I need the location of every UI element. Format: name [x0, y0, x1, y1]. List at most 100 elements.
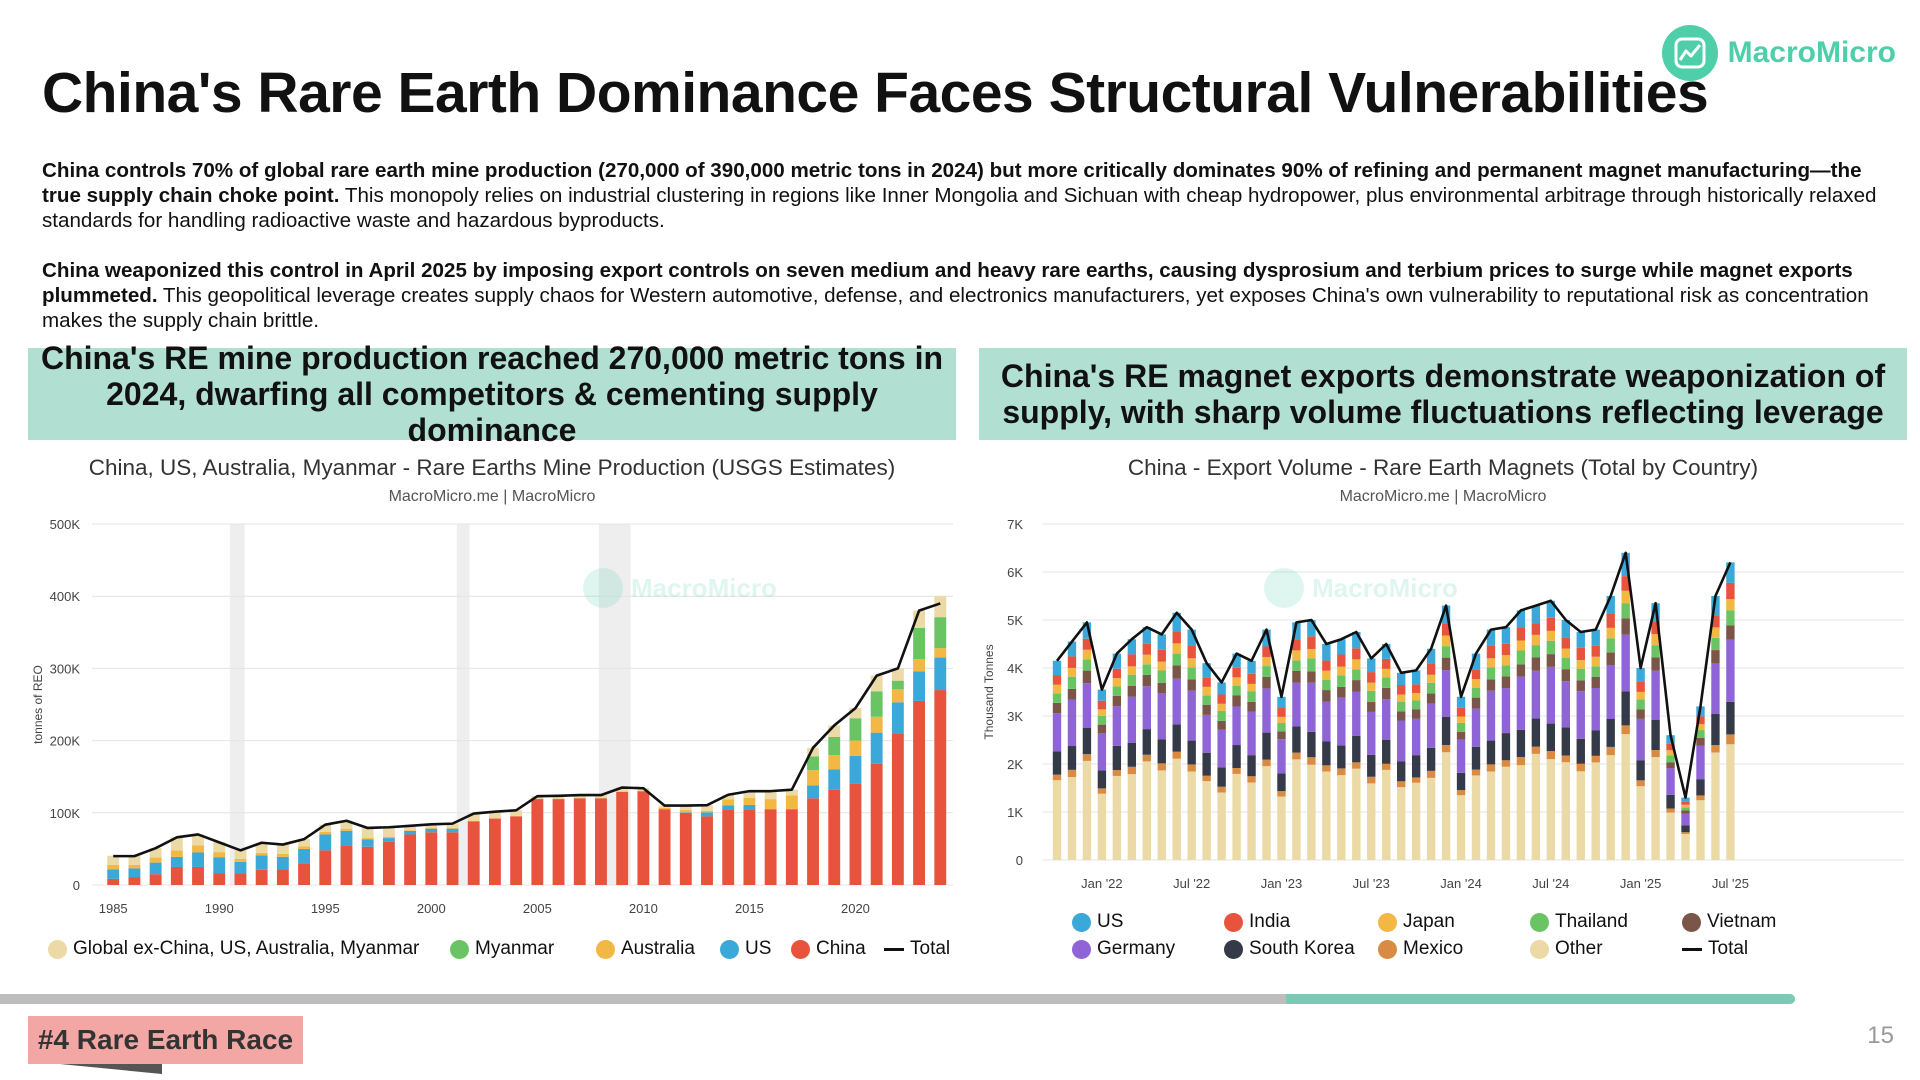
bar-segment: [1187, 771, 1196, 860]
bar-segment: [1352, 669, 1361, 681]
bar-segment: [1666, 794, 1675, 809]
bar-segment: [1426, 693, 1436, 704]
left-chart-subtitle: MacroMicro.me | MacroMicro: [388, 488, 596, 505]
legend-item[interactable]: US: [720, 938, 771, 960]
bar-segment: [1486, 740, 1496, 765]
bar-segment: [1666, 755, 1675, 763]
bar-segment: [1531, 746, 1541, 754]
legend-item[interactable]: Total: [884, 938, 950, 960]
legend-item[interactable]: Myanmar: [450, 938, 554, 960]
bar-segment: [1367, 690, 1376, 703]
bar-segment: [1307, 620, 1316, 637]
bar-segment: [1097, 770, 1107, 789]
bar-segment: [467, 813, 480, 821]
bar-segment: [1217, 720, 1226, 730]
bar-segment: [1486, 667, 1496, 680]
legend-item[interactable]: Germany: [1072, 938, 1175, 960]
recession-shade: [229, 524, 245, 885]
bar-segment: [446, 827, 459, 829]
paragraph-2-text: This geopolitical leverage creates suppl…: [42, 284, 1869, 332]
bar-segment: [128, 864, 141, 869]
bar-segment: [849, 740, 862, 756]
bar-segment: [828, 789, 841, 885]
bar-segment: [1426, 663, 1436, 675]
bar-segment: [828, 769, 841, 790]
bar-segment: [552, 799, 565, 885]
bar-segment: [1486, 645, 1496, 659]
bar-segment: [1142, 674, 1151, 687]
brand-logo[interactable]: MacroMicro: [1661, 22, 1896, 84]
y-tick-label: 300K: [50, 661, 81, 676]
bar-segment: [1486, 658, 1496, 668]
bar-segment: [298, 839, 311, 847]
legend-item[interactable]: India: [1224, 911, 1290, 933]
bar-segment: [382, 827, 395, 837]
bar-segment: [1382, 763, 1391, 770]
bar-segment: [891, 733, 904, 885]
bar-segment: [276, 844, 289, 854]
bar-segment: [1262, 732, 1271, 760]
mine-production-chart: 0 100K 200K 300K 400K 500K tonnes of REO 1985 19…: [31, 517, 953, 916]
bar-segment: [1426, 777, 1436, 860]
bar-segment: [1322, 701, 1331, 742]
bar-segment: [1082, 683, 1092, 728]
bar-segment: [1052, 702, 1062, 714]
recession-shade: [456, 524, 470, 885]
bar-segment: [743, 797, 756, 805]
bar-segment: [1546, 723, 1556, 752]
bar-segment: [298, 848, 311, 864]
bar-segment: [1636, 718, 1645, 761]
bar-segment: [1262, 646, 1271, 657]
bar-segment: [1097, 715, 1107, 725]
bar-segment: [849, 708, 862, 719]
bar-segment: [1202, 686, 1211, 696]
bar-segment: [1561, 762, 1570, 860]
watermark: MacroMicro: [1264, 568, 1458, 608]
bar-segment: [1067, 676, 1077, 689]
legend-item[interactable]: Other: [1530, 938, 1603, 960]
bar-segment: [1726, 562, 1735, 583]
bar-segment: [1142, 654, 1151, 665]
bar-segment: [1711, 714, 1720, 746]
bar-segment: [276, 856, 289, 870]
left-panel-heading: China's RE mine production reached 270,0…: [28, 340, 956, 448]
bar-segment: [1681, 810, 1690, 814]
legend-item[interactable]: Total: [1682, 938, 1748, 960]
legend-item[interactable]: Mexico: [1378, 938, 1463, 960]
bar-segment: [1681, 833, 1690, 860]
bar-segment: [870, 716, 883, 733]
legend-item[interactable]: Japan: [1378, 911, 1455, 933]
bar-segment: [1382, 644, 1391, 659]
bar-segment: [1651, 757, 1660, 860]
bar-segment: [1052, 780, 1062, 860]
legend-item[interactable]: Vietnam: [1682, 911, 1776, 933]
bar-segment: [828, 736, 841, 756]
bar-segment: [1411, 692, 1421, 701]
bar-segment: [1591, 645, 1600, 657]
bar-segment: [764, 791, 777, 800]
bar-segment: [1471, 746, 1481, 770]
bar-segment: [807, 756, 819, 771]
deck-progress-fill: [1286, 994, 1796, 1004]
legend-item[interactable]: Australia: [596, 938, 695, 960]
x-tick-label: Jul '23: [1353, 876, 1390, 891]
bar-segment: [1726, 701, 1735, 735]
legend-item[interactable]: China: [791, 938, 866, 960]
bar-segment: [276, 869, 289, 885]
bar-segment: [1277, 791, 1286, 797]
bar-segment: [1337, 686, 1346, 698]
legend-item[interactable]: Global ex-China, US, Australia, Myanmar: [48, 938, 419, 960]
bar-segment: [1217, 792, 1226, 860]
bar-segment: [1157, 649, 1166, 662]
bar-segment: [1651, 720, 1660, 751]
bar-segment: [1352, 680, 1361, 692]
bar-segment: [1396, 761, 1406, 782]
legend-item[interactable]: US: [1072, 911, 1123, 933]
legend-swatch: [596, 939, 615, 959]
legend-item[interactable]: South Korea: [1224, 938, 1355, 960]
bar-segment: [1531, 623, 1541, 635]
legend-item[interactable]: Thailand: [1530, 911, 1628, 933]
bar-segment: [1681, 801, 1690, 805]
bar-segment: [319, 834, 332, 851]
bar-segment: [679, 812, 692, 813]
